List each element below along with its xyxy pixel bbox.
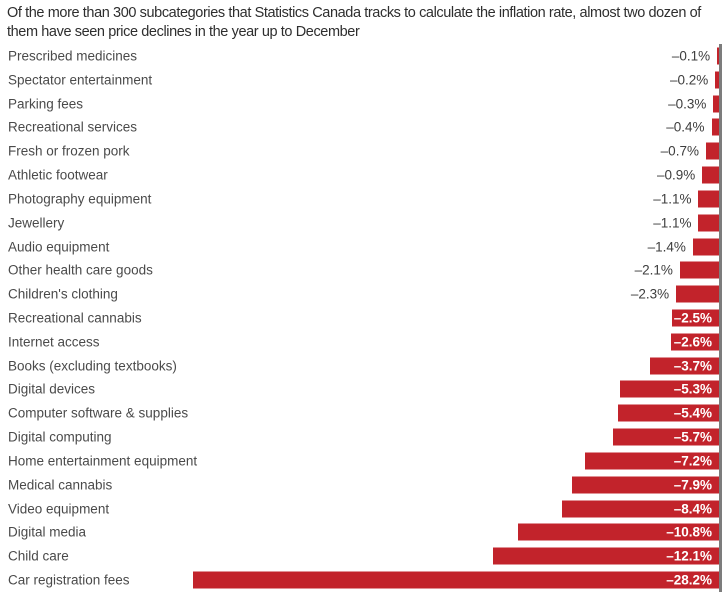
value-bar: –5.7%	[612, 428, 719, 446]
value-bar: –7.9%	[571, 476, 719, 494]
value-label: –0.1%	[671, 48, 711, 64]
category-label: Digital media	[8, 524, 87, 540]
bar-row: Audio equipment –1.4%	[0, 235, 723, 259]
category-label: Child care	[8, 548, 69, 564]
value-label: –1.1%	[653, 215, 692, 231]
category-label: Prescribed medicines	[8, 48, 138, 64]
value-bar	[698, 214, 719, 232]
bar-row: Child care –12.1%	[0, 544, 723, 568]
bar-row: Internet access –2.6%	[0, 330, 723, 354]
value-bar: –28.2%	[193, 571, 719, 589]
bar-row: Digital devices –5.3%	[0, 378, 723, 402]
category-label: Medical cannabis	[8, 477, 113, 493]
bar-row: Medical cannabis –7.9%	[0, 473, 723, 497]
bar-row: Digital media –10.8%	[0, 521, 723, 545]
category-label: Jewellery	[8, 215, 65, 231]
value-label: –1.1%	[653, 191, 692, 207]
value-label: –5.4%	[673, 405, 712, 421]
value-label: –2.1%	[634, 262, 673, 278]
value-bar: –2.6%	[670, 333, 719, 351]
value-bar	[705, 142, 719, 160]
category-label: Recreational services	[8, 119, 138, 135]
value-label: –2.6%	[673, 334, 712, 350]
category-label: Internet access	[8, 334, 100, 350]
value-bar: –10.8%	[517, 523, 719, 541]
value-bar	[698, 190, 719, 208]
value-bar: –8.4%	[562, 500, 719, 518]
bar-row: Other health care goods –2.1%	[0, 258, 723, 282]
value-bar	[715, 71, 719, 89]
category-label: Fresh or frozen pork	[8, 143, 130, 159]
value-bar: –3.7%	[650, 357, 719, 375]
category-label: Home entertainment equipment	[8, 453, 198, 469]
category-label: Athletic footwear	[8, 167, 108, 183]
category-label: Video equipment	[8, 501, 110, 517]
value-label: –10.8%	[666, 524, 712, 540]
value-label: –0.2%	[670, 72, 709, 88]
value-bar	[713, 95, 719, 113]
category-label: Recreational cannabis	[8, 310, 142, 326]
category-label: Car registration fees	[8, 572, 130, 588]
category-label: Other health care goods	[8, 262, 153, 278]
value-bar: –7.2%	[584, 452, 719, 470]
value-bar	[717, 47, 719, 65]
category-label: Audio equipment	[8, 239, 110, 254]
bar-row: Books (excluding textbooks) –3.7%	[0, 354, 723, 378]
value-label: –5.3%	[673, 381, 712, 397]
bar-row: Spectator entertainment –0.2%	[0, 68, 723, 92]
category-label: Books (excluding textbooks)	[8, 358, 177, 374]
value-bar	[711, 118, 719, 136]
bar-row: Photography equipment –1.1%	[0, 187, 723, 211]
bar-row: Digital computing –5.7%	[0, 425, 723, 449]
value-label: –0.7%	[660, 143, 699, 159]
value-bar: –5.4%	[618, 404, 719, 422]
value-label: –7.2%	[673, 453, 712, 469]
value-label: –0.9%	[656, 167, 696, 183]
value-label: –12.1%	[666, 548, 712, 564]
value-label: –7.9%	[673, 477, 712, 493]
value-label: –8.4%	[673, 501, 712, 517]
chart-title: Of the more than 300 subcategories that …	[7, 5, 701, 40]
value-label: –5.7%	[673, 429, 712, 445]
value-label: –0.3%	[668, 96, 707, 112]
bar-row: Parking fees –0.3%	[0, 92, 723, 116]
value-label: –2.5%	[673, 310, 712, 326]
bar-row: Recreational services –0.4%	[0, 115, 723, 139]
bar-row: Video equipment –8.4%	[0, 497, 723, 521]
value-bar	[679, 261, 719, 279]
value-label: –3.7%	[673, 358, 712, 374]
bar-row: Athletic footwear –0.9%	[0, 163, 723, 187]
value-label: –0.4%	[666, 119, 705, 135]
value-label: –28.2%	[666, 572, 712, 588]
value-bar	[702, 166, 719, 184]
category-label: Digital computing	[8, 429, 112, 445]
category-label: Computer software & supplies	[8, 405, 189, 421]
value-label: –1.4%	[647, 239, 686, 254]
category-label: Digital devices	[8, 381, 96, 397]
bar-row: Jewellery –1.1%	[0, 211, 723, 235]
bar-chart: Prescribed medicines –0.1% Spectator enter…	[0, 44, 723, 592]
zero-axis-line	[719, 44, 722, 592]
category-label: Spectator entertainment	[8, 72, 153, 88]
value-label: –2.3%	[630, 286, 670, 302]
bar-row: Fresh or frozen pork –0.7%	[0, 139, 723, 163]
bar-row: Home entertainment equipment –7.2%	[0, 449, 723, 473]
bar-row: Recreational cannabis –2.5%	[0, 306, 723, 330]
value-bar	[692, 238, 719, 255]
value-bar	[676, 285, 719, 303]
category-label: Children's clothing	[8, 286, 118, 302]
bar-row: Car registration fees –28.2%	[0, 568, 723, 592]
value-bar: –12.1%	[493, 547, 719, 565]
value-bar: –5.3%	[620, 380, 719, 398]
category-label: Photography equipment	[8, 191, 152, 207]
bar-row: Prescribed medicines –0.1%	[0, 44, 723, 68]
bar-row: Children's clothing –2.3%	[0, 282, 723, 306]
category-label: Parking fees	[8, 96, 84, 112]
bar-row: Computer software & supplies –5.4%	[0, 401, 723, 425]
value-bar: –2.5%	[672, 309, 719, 327]
